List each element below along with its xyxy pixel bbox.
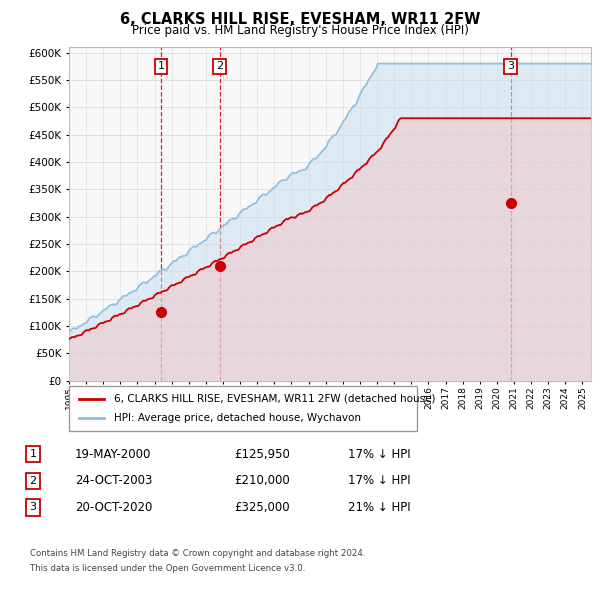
Text: 2: 2 <box>216 61 223 71</box>
Text: £325,000: £325,000 <box>234 501 290 514</box>
FancyBboxPatch shape <box>69 386 417 431</box>
Text: 24-OCT-2003: 24-OCT-2003 <box>75 474 152 487</box>
Text: 6, CLARKS HILL RISE, EVESHAM, WR11 2FW (detached house): 6, CLARKS HILL RISE, EVESHAM, WR11 2FW (… <box>114 394 436 404</box>
Text: 3: 3 <box>29 503 37 512</box>
Text: 1: 1 <box>158 61 164 71</box>
Text: £125,950: £125,950 <box>234 448 290 461</box>
Text: 6, CLARKS HILL RISE, EVESHAM, WR11 2FW: 6, CLARKS HILL RISE, EVESHAM, WR11 2FW <box>120 12 480 27</box>
Text: This data is licensed under the Open Government Licence v3.0.: This data is licensed under the Open Gov… <box>30 565 305 573</box>
Text: 17% ↓ HPI: 17% ↓ HPI <box>348 448 410 461</box>
Text: 17% ↓ HPI: 17% ↓ HPI <box>348 474 410 487</box>
Text: £210,000: £210,000 <box>234 474 290 487</box>
Text: 19-MAY-2000: 19-MAY-2000 <box>75 448 151 461</box>
Text: 21% ↓ HPI: 21% ↓ HPI <box>348 501 410 514</box>
Text: Contains HM Land Registry data © Crown copyright and database right 2024.: Contains HM Land Registry data © Crown c… <box>30 549 365 558</box>
Text: Price paid vs. HM Land Registry's House Price Index (HPI): Price paid vs. HM Land Registry's House … <box>131 24 469 37</box>
Text: 3: 3 <box>507 61 514 71</box>
Text: 2: 2 <box>29 476 37 486</box>
Text: 1: 1 <box>29 450 37 459</box>
Text: HPI: Average price, detached house, Wychavon: HPI: Average price, detached house, Wych… <box>114 414 361 423</box>
Text: 20-OCT-2020: 20-OCT-2020 <box>75 501 152 514</box>
